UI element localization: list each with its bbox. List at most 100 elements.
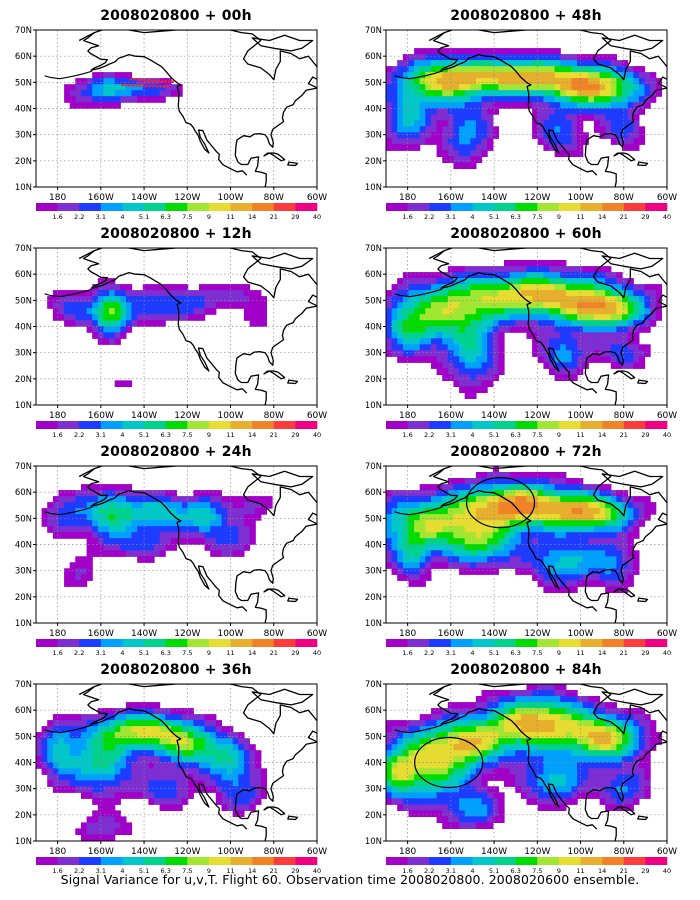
- lon-tick-label: 80W: [614, 847, 634, 857]
- colorbar-swatch: [537, 421, 560, 429]
- lon-tick-label: 100W: [217, 411, 243, 421]
- colorbar-label: 5.1: [139, 867, 149, 875]
- colorbar-swatch: [100, 203, 123, 211]
- lat-tick-label: 70N: [365, 26, 382, 36]
- colorbar-label: 21: [620, 431, 628, 439]
- colorbar-swatch: [273, 203, 296, 211]
- colorbar-label: 29: [291, 867, 299, 875]
- colorbar-swatch: [429, 857, 452, 865]
- colorbar-swatch: [429, 639, 452, 647]
- lon-tick-label: 180: [49, 193, 66, 203]
- colorbar-swatch: [295, 421, 318, 429]
- colorbar-label: 5.1: [139, 649, 149, 657]
- colorbar-swatch: [558, 639, 581, 647]
- colorbar-label: 5.1: [489, 213, 499, 221]
- colorbar-swatch: [386, 639, 408, 647]
- lat-tick-label: 70N: [365, 680, 382, 690]
- colorbar-swatch: [57, 857, 80, 865]
- lon-tick-label: 60W: [657, 629, 677, 639]
- lon-tick-label: 140W: [131, 193, 157, 203]
- colorbar-swatch: [165, 203, 188, 211]
- lat-tick-label: 20N: [15, 593, 32, 603]
- colorbar-label: 29: [291, 213, 299, 221]
- lat-tick-label: 40N: [365, 541, 382, 551]
- colorbar-label: 5.1: [139, 213, 149, 221]
- colorbar-swatch: [122, 857, 145, 865]
- colorbar-swatch: [252, 203, 275, 211]
- colorbar-swatch: [273, 857, 296, 865]
- lon-tick-label: 60W: [307, 193, 327, 203]
- colorbar-label: 14: [598, 213, 606, 221]
- map-panel-24h: 2008020800 + 24h 10N 20N 30N 40N 50N 60N 70N 18…: [0, 436, 350, 657]
- colorbar-swatch: [472, 857, 495, 865]
- colorbar-swatch: [295, 639, 318, 647]
- lon-tick-label: 120W: [174, 411, 200, 421]
- colorbar-label: 7.5: [182, 213, 192, 221]
- lon-tick-label: 120W: [524, 629, 550, 639]
- colorbar-swatch: [580, 421, 603, 429]
- colorbar-label: 1.6: [52, 431, 62, 439]
- colorbar-swatch: [79, 421, 102, 429]
- lon-tick-label: 100W: [217, 847, 243, 857]
- colorbar-swatch: [79, 857, 102, 865]
- colorbar-swatch: [187, 639, 210, 647]
- colorbar: 1.6 2.2 3.1 4 5.1 6.3 7.5 9 11 14 21 29 40: [36, 421, 321, 439]
- colorbar-swatch: [36, 421, 58, 429]
- lon-tick-label: 60W: [657, 847, 677, 857]
- colorbar-label: 1.6: [52, 213, 62, 221]
- colorbar-label: 11: [226, 431, 234, 439]
- colorbar-swatch: [187, 857, 210, 865]
- colorbar-label: 6.3: [511, 867, 521, 875]
- lon-tick-label: 140W: [481, 847, 507, 857]
- colorbar-swatch: [558, 857, 581, 865]
- colorbar-label: 7.5: [532, 213, 542, 221]
- colorbar-label: 9: [557, 213, 561, 221]
- observation-track: [121, 77, 174, 88]
- lon-tick-label: 100W: [567, 847, 593, 857]
- colorbar-swatch: [36, 639, 58, 647]
- panel-title: 2008020800 + 48h: [450, 8, 602, 24]
- lon-tick-label: 120W: [174, 193, 200, 203]
- colorbar-label: 1.6: [52, 867, 62, 875]
- colorbar-label: 21: [270, 867, 278, 875]
- colorbar-swatch: [472, 203, 495, 211]
- colorbar-label: 2.2: [74, 213, 84, 221]
- lat-tick-label: 50N: [365, 732, 382, 742]
- colorbar-swatch: [165, 639, 188, 647]
- colorbar-swatch: [208, 421, 231, 429]
- colorbar-swatch: [602, 421, 625, 429]
- map-svg: 10N 20N 30N 40N 50N 60N 70N 180 160W 140W 120W 100W…: [365, 462, 677, 657]
- lon-tick-label: 80W: [264, 193, 284, 203]
- colorbar-swatch: [602, 639, 625, 647]
- colorbar-label: 9: [207, 213, 211, 221]
- colorbar-label: 3.1: [446, 431, 456, 439]
- colorbar-label: 1.6: [402, 649, 412, 657]
- colorbar-label: 1.6: [402, 431, 412, 439]
- lon-tick-label: 180: [49, 629, 66, 639]
- lon-tick-label: 120W: [174, 629, 200, 639]
- colorbar-swatch: [122, 203, 145, 211]
- colorbar-label: 6.3: [511, 649, 521, 657]
- lon-tick-label: 140W: [481, 193, 507, 203]
- coastline: [394, 466, 667, 623]
- colorbar-label: 6.3: [161, 213, 171, 221]
- colorbar-label: 6.3: [511, 213, 521, 221]
- lat-tick-label: 30N: [15, 567, 32, 577]
- lon-tick-label: 60W: [657, 193, 677, 203]
- colorbar-swatch: [645, 857, 668, 865]
- colorbar-swatch: [100, 857, 123, 865]
- lat-tick-label: 10N: [365, 619, 382, 629]
- lat-tick-label: 20N: [365, 811, 382, 821]
- colorbar-label: 6.3: [161, 431, 171, 439]
- colorbar-swatch: [580, 639, 603, 647]
- lat-tick-label: 10N: [365, 401, 382, 411]
- lon-tick-label: 100W: [217, 193, 243, 203]
- colorbar-swatch: [472, 421, 495, 429]
- lat-tick-label: 60N: [15, 488, 32, 498]
- colorbar-swatch: [273, 421, 296, 429]
- colorbar-swatch: [230, 421, 253, 429]
- lon-tick-label: 140W: [481, 411, 507, 421]
- colorbar-swatch: [602, 203, 625, 211]
- colorbar-label: 21: [270, 213, 278, 221]
- colorbar-label: 7.5: [532, 867, 542, 875]
